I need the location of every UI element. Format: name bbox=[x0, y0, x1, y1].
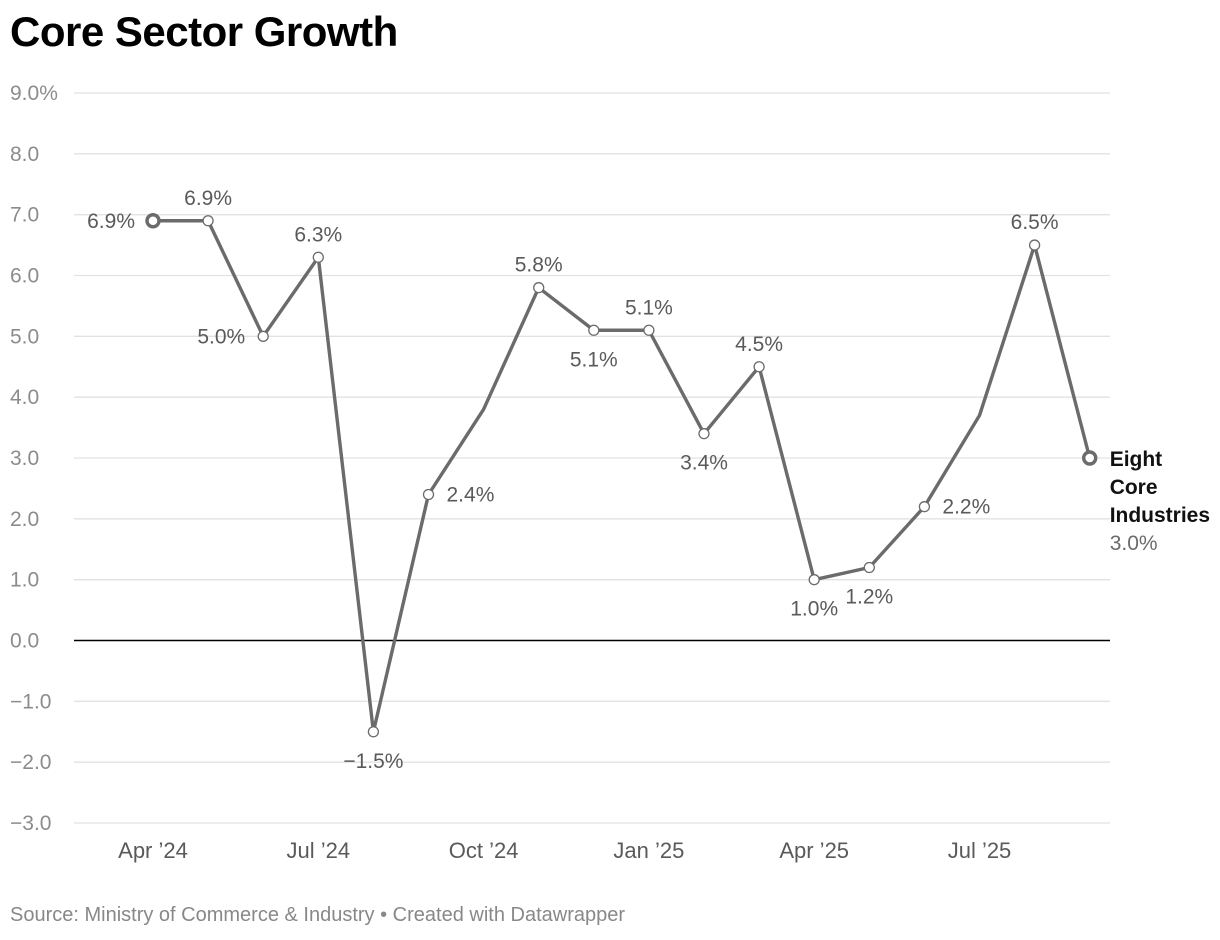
series-name-label: Core bbox=[1110, 476, 1158, 499]
data-label: 1.0% bbox=[790, 598, 838, 621]
data-label: 2.2% bbox=[942, 496, 990, 519]
data-point bbox=[145, 213, 161, 229]
data-label: 5.1% bbox=[625, 296, 673, 319]
y-tick-label: 1.0 bbox=[10, 569, 39, 592]
series-label: Eight Core Industries 3.0% bbox=[1110, 448, 1210, 555]
data-point bbox=[422, 488, 435, 501]
data-point bbox=[753, 361, 765, 373]
y-tick-label: 8.0 bbox=[10, 143, 39, 166]
series-name-label: Industries bbox=[1110, 504, 1210, 527]
y-tick-label: 4.0 bbox=[10, 386, 39, 409]
data-point bbox=[367, 726, 380, 738]
data-point bbox=[257, 330, 269, 342]
series-lines bbox=[151, 219, 1092, 734]
y-tick-label: 3.0 bbox=[10, 447, 39, 470]
y-tick-label: −3.0 bbox=[10, 812, 51, 835]
data-label: 5.0% bbox=[197, 325, 245, 348]
y-tick-label: 5.0 bbox=[10, 325, 39, 348]
data-point bbox=[312, 251, 324, 263]
data-label: 6.9% bbox=[184, 187, 232, 210]
data-label: 5.1% bbox=[570, 348, 618, 371]
data-point bbox=[202, 215, 214, 227]
series-name-label: Eight bbox=[1110, 448, 1163, 471]
data-label: 5.8% bbox=[515, 254, 563, 277]
chart-title: Core Sector Growth bbox=[10, 8, 398, 55]
data-labels: 6.9% 6.9% 5.0% 6.3% −1.5% 2.4% 5.8% 5.1% 5.1% 3.4… bbox=[87, 187, 1058, 773]
data-label: 1.2% bbox=[845, 586, 893, 609]
x-tick-label: Jan ’25 bbox=[613, 838, 684, 863]
data-label: 2.4% bbox=[447, 484, 495, 507]
x-tick-label: Apr ’24 bbox=[118, 838, 188, 863]
y-tick-label: 9.0% bbox=[10, 82, 58, 105]
series-last-value: 3.0% bbox=[1110, 532, 1158, 555]
data-point bbox=[643, 324, 655, 336]
data-label: 6.5% bbox=[1011, 211, 1059, 234]
x-tick-label: Oct ’24 bbox=[449, 838, 519, 863]
data-point bbox=[863, 561, 875, 574]
data-label: 3.4% bbox=[680, 452, 728, 475]
data-point bbox=[918, 501, 931, 513]
y-tick-label: 7.0 bbox=[10, 204, 39, 227]
data-point bbox=[698, 428, 710, 440]
y-tick-label: −2.0 bbox=[10, 751, 51, 774]
data-label: 4.5% bbox=[735, 333, 783, 356]
y-tick-label: 6.0 bbox=[10, 265, 39, 288]
y-axis-ticks: 9.0% 8.0 7.0 6.0 5.0 4.0 3.0 2.0 1.0 0.0 −1.0 −2.0 −… bbox=[10, 82, 58, 835]
data-label: 6.9% bbox=[87, 210, 135, 233]
x-tick-label: Apr ’25 bbox=[779, 838, 849, 863]
data-markers bbox=[145, 213, 1098, 738]
y-tick-label: 0.0 bbox=[10, 630, 39, 653]
x-tick-label: Jul ’25 bbox=[948, 838, 1012, 863]
data-point bbox=[533, 282, 545, 294]
data-label: −1.5% bbox=[343, 750, 403, 773]
data-point bbox=[1081, 450, 1098, 466]
gridlines bbox=[74, 92, 1110, 824]
data-label: 6.3% bbox=[294, 223, 342, 246]
data-point bbox=[588, 324, 600, 336]
series-line bbox=[151, 219, 1092, 734]
x-tick-label: Jul ’24 bbox=[287, 838, 351, 863]
data-point bbox=[1028, 239, 1041, 251]
source-note: Source: Ministry of Commerce & Industry … bbox=[10, 904, 625, 926]
y-tick-label: 2.0 bbox=[10, 508, 39, 531]
data-point bbox=[808, 574, 820, 586]
line-chart: 9.0% 8.0 7.0 6.0 5.0 4.0 3.0 2.0 1.0 0.0 −1.0 −2.0 −… bbox=[10, 82, 1210, 863]
x-axis-ticks: Apr ’24 Jul ’24 Oct ’24 Jan ’25 Apr ’25 Jul ’… bbox=[118, 838, 1011, 863]
y-tick-label: −1.0 bbox=[10, 690, 51, 713]
